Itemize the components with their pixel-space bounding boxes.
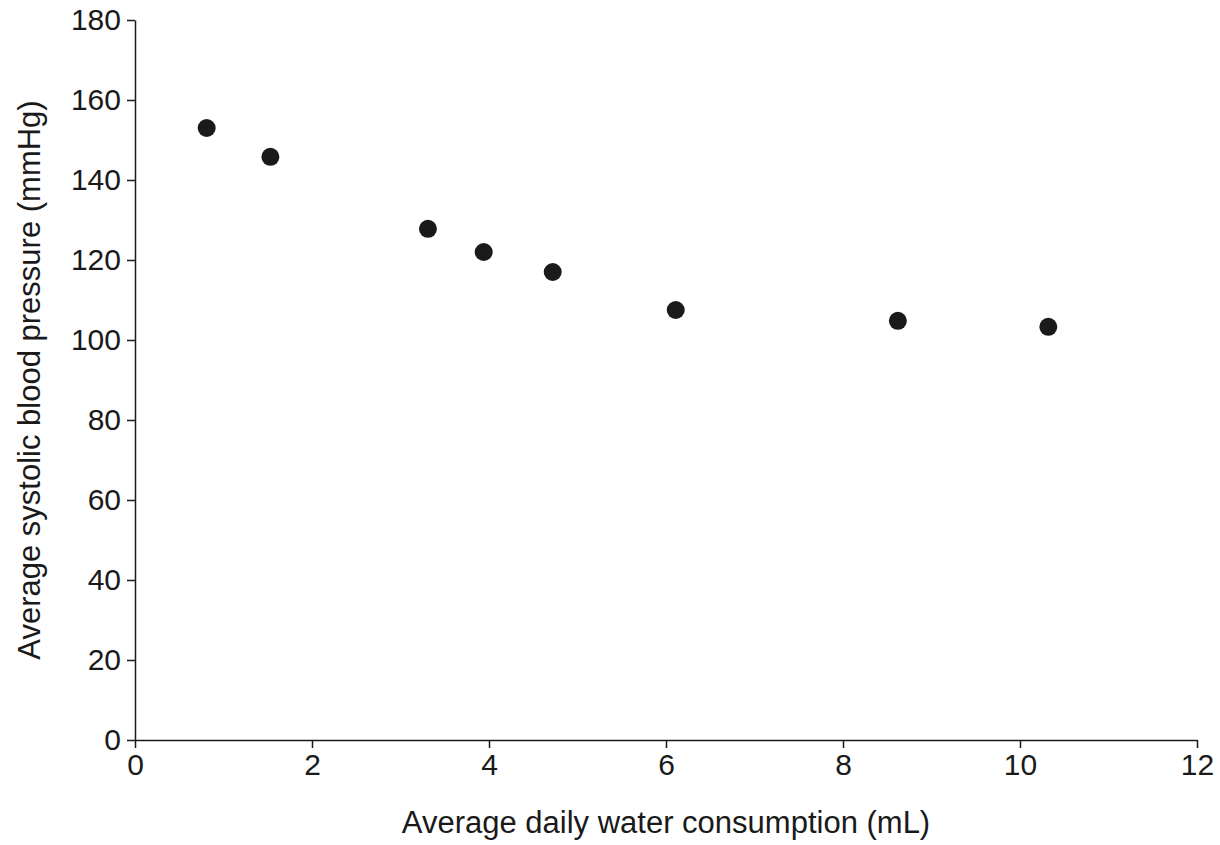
point <box>419 220 437 238</box>
tick-label: 60 <box>88 483 121 516</box>
x-axis-title: Average daily water consumption (mL) <box>402 805 930 840</box>
tick: 2 <box>304 740 321 781</box>
y-axis-line <box>135 21 137 741</box>
point <box>261 148 279 166</box>
tick: 120 <box>71 243 135 276</box>
point <box>198 119 216 137</box>
tick: 40 <box>88 563 135 596</box>
point <box>667 301 685 319</box>
tick-label: 140 <box>71 163 121 196</box>
tick-mark <box>312 740 314 748</box>
points <box>198 119 1058 336</box>
tick: 0 <box>104 723 135 756</box>
tick: 100 <box>71 323 135 356</box>
point <box>889 312 907 330</box>
tick: 60 <box>88 483 135 516</box>
tick-label: 10 <box>1004 748 1037 781</box>
plot: 024681012020406080100120140160180 <box>71 3 1214 781</box>
tick: 160 <box>71 83 135 116</box>
x-axis: 0 2 4 6 8 10 12 <box>127 740 1214 781</box>
tick: 4 <box>481 740 498 781</box>
tick-mark <box>1020 740 1022 748</box>
y-axis: 0 20 40 60 80 100 120 140 160 180 <box>71 3 136 756</box>
tick: 6 <box>658 740 675 781</box>
tick: 80 <box>88 403 135 436</box>
tick: 140 <box>71 163 135 196</box>
tick: 8 <box>835 740 852 781</box>
tick-label: 160 <box>71 83 121 116</box>
tick-mark <box>127 660 135 662</box>
tick: 12 <box>1181 740 1214 781</box>
tick-mark <box>127 100 135 102</box>
tick-label: 0 <box>127 748 144 781</box>
tick-label: 100 <box>71 323 121 356</box>
tick-label: 12 <box>1181 748 1214 781</box>
y-axis-title: Average systolic blood pressure (mmHg) <box>12 100 47 659</box>
tick-label: 180 <box>71 3 121 36</box>
tick-label: 80 <box>88 403 121 436</box>
tick-mark <box>127 420 135 422</box>
tick-mark <box>127 740 135 742</box>
tick: 20 <box>88 643 135 676</box>
tick-mark <box>843 740 845 748</box>
tick: 10 <box>1004 740 1037 781</box>
tick-label: 0 <box>104 723 121 756</box>
chart: 024681012020406080100120140160180Average… <box>0 0 1220 845</box>
tick-label: 8 <box>835 748 852 781</box>
tick-mark <box>1197 740 1199 748</box>
point <box>1039 318 1057 336</box>
tick-label: 4 <box>481 748 498 781</box>
tick-mark <box>127 260 135 262</box>
tick-label: 2 <box>304 748 321 781</box>
tick-mark <box>127 340 135 342</box>
tick: 0 <box>127 740 144 781</box>
point <box>475 243 493 261</box>
tick: 180 <box>71 3 135 36</box>
point <box>544 263 562 281</box>
tick-mark <box>127 500 135 502</box>
tick-mark <box>489 740 491 748</box>
tick-mark <box>127 580 135 582</box>
tick-mark <box>666 740 668 748</box>
tick-mark <box>127 20 135 22</box>
tick-label: 6 <box>658 748 675 781</box>
tick-label: 20 <box>88 643 121 676</box>
tick-label: 120 <box>71 243 121 276</box>
tick-mark <box>127 180 135 182</box>
tick-label: 40 <box>88 563 121 596</box>
